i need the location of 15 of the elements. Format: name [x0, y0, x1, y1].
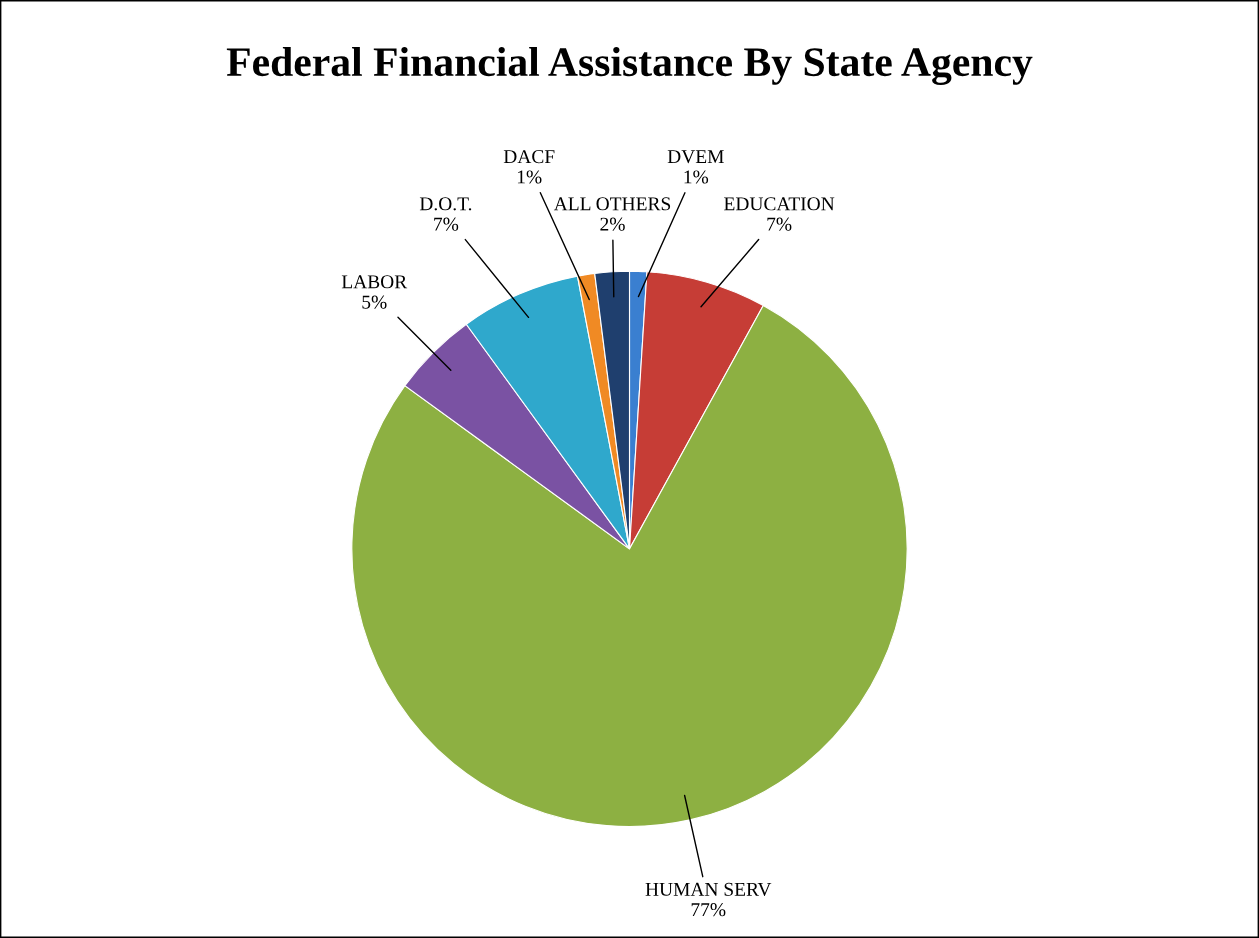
chart-title: Federal Financial Assistance By State Agency — [226, 46, 1033, 86]
slice-label: D.O.T. — [419, 197, 472, 211]
slice-label: DACF — [503, 150, 555, 164]
data-label: 2% — [600, 217, 625, 231]
data-label: 1% — [684, 170, 709, 184]
slice-label: EDUCATION — [724, 197, 835, 211]
data-label: 7% — [767, 217, 792, 231]
data-label: 1% — [517, 170, 542, 184]
data-label: 7% — [434, 217, 459, 231]
slice-label: LABOR — [341, 275, 408, 289]
slice-label: DVEM — [667, 150, 724, 164]
slice-label: HUMAN SERV — [645, 882, 772, 896]
data-label: 5% — [362, 295, 387, 309]
slice-label: ALL OTHERS — [553, 197, 671, 211]
data-label: 77% — [691, 903, 726, 917]
